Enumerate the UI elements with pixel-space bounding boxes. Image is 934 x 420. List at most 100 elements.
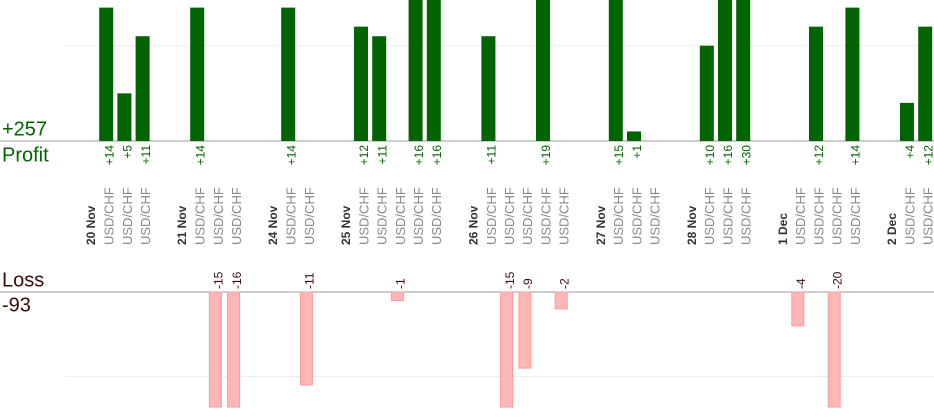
date-label: 27 Nov: [594, 205, 608, 245]
pair-label: USD/CHF: [648, 187, 663, 245]
loss-bar: [208, 291, 222, 408]
date-label: 24 Nov: [266, 205, 280, 245]
pair-label: USD/CHF: [356, 187, 371, 245]
pair-label: USD/CHF: [811, 187, 826, 245]
profit-bar: [135, 36, 150, 142]
profit-bar: [408, 0, 423, 141]
loss-value-label: -2: [557, 278, 571, 289]
pair-label: USD/CHF: [193, 187, 208, 245]
profit-value-label: +14: [193, 145, 207, 166]
profit-bar: [718, 0, 732, 141]
profit-value-label: +14: [284, 145, 298, 166]
pair-label: USD/CHF: [229, 187, 244, 245]
profit-bar: [354, 26, 368, 142]
loss-value-label: -11: [303, 272, 317, 289]
date-label: 1 Dec: [776, 213, 790, 245]
pair-label: USD/CHF: [848, 187, 863, 245]
loss-bar: [500, 291, 514, 408]
pair-label: USD/CHF: [429, 187, 444, 245]
pair-label: USD/CHF: [102, 187, 117, 245]
pair-label: USD/CHF: [702, 187, 717, 245]
profit-bar: [426, 0, 441, 141]
loss-value-label: -9: [521, 278, 535, 289]
loss-bar: [390, 291, 404, 301]
profit-bar: [699, 45, 714, 141]
pair-label: USD/CHF: [484, 187, 499, 245]
pair-label: USD/CHF: [393, 187, 408, 245]
pair-label: USD/CHF: [502, 187, 517, 245]
loss-bar: [227, 291, 241, 408]
profit-bar: [845, 7, 860, 141]
date-label: 20 Nov: [84, 205, 98, 245]
profit-value-label: +16: [430, 145, 444, 166]
pair-label: USD/CHF: [739, 187, 754, 245]
loss-bar: [791, 291, 805, 327]
loss-value-label: -16: [230, 271, 244, 289]
profit-value-label: +1: [630, 145, 644, 159]
pair-label: USD/CHF: [793, 187, 808, 245]
loss-bar: [299, 291, 313, 386]
pair-label: USD/CHF: [302, 187, 317, 245]
date-label: 2 Dec: [885, 213, 899, 245]
loss-label: Loss: [2, 269, 44, 291]
date-label: 21 Nov: [175, 205, 189, 245]
pair-label: USD/CHF: [611, 187, 626, 245]
profit-value-label: +10: [703, 145, 717, 166]
date-label: 25 Nov: [339, 205, 353, 245]
profit-value-label: +15: [612, 145, 626, 166]
profit-bar: [281, 7, 296, 141]
profit-value-label: +12: [812, 145, 826, 166]
profit-total: +257: [2, 118, 47, 140]
profit-value-label: +14: [102, 145, 116, 166]
profit-bar: [481, 36, 496, 142]
loss-bar: [554, 291, 568, 310]
date-label: 28 Nov: [685, 205, 699, 245]
pair-label: USD/CHF: [557, 187, 572, 245]
profit-bar: [99, 7, 114, 141]
loss-value-label: -15: [503, 271, 517, 289]
pair-label: USD/CHF: [921, 187, 934, 245]
loss-value-label: -15: [212, 271, 226, 289]
pair-label: USD/CHF: [120, 187, 135, 245]
profit-value-label: +5: [121, 145, 135, 159]
profit-value-label: +14: [849, 145, 863, 166]
profit-bar: [918, 26, 933, 142]
profit-bar: [809, 26, 823, 142]
profit-bar: [900, 102, 914, 141]
pair-label: USD/CHF: [902, 187, 917, 245]
pair-label: USD/CHF: [284, 187, 299, 245]
profit-value-label: +11: [139, 145, 153, 165]
profit-bar: [117, 93, 132, 141]
pair-label: USD/CHF: [538, 187, 553, 245]
pair-label: USD/CHF: [211, 187, 226, 245]
pair-label: USD/CHF: [830, 187, 845, 245]
loss-total: -93: [2, 294, 31, 316]
profit-bar: [190, 7, 205, 141]
pair-label: USD/CHF: [629, 187, 644, 245]
profit-bar: [372, 36, 387, 142]
profit-bar: [627, 131, 641, 141]
profit-label: Profit: [2, 144, 49, 166]
loss-bar: [827, 291, 841, 408]
profit-bar: [736, 0, 751, 141]
loss-value-label: -4: [794, 278, 808, 289]
profit-value-label: +16: [412, 145, 426, 166]
profit-bar: [608, 0, 623, 141]
pair-label: USD/CHF: [720, 187, 735, 245]
profit-value-label: +4: [903, 145, 917, 159]
profit-bar: [536, 0, 550, 141]
profit-value-label: +11: [485, 145, 499, 165]
profit-value-label: +12: [921, 145, 934, 166]
pair-label: USD/CHF: [138, 187, 153, 245]
profit-value-label: +11: [375, 145, 389, 165]
pair-label: USD/CHF: [520, 187, 535, 245]
profit-value-label: +12: [357, 145, 371, 166]
profit-value-label: +16: [721, 145, 735, 166]
date-label: 26 Nov: [466, 205, 480, 245]
profit-value-label: +19: [539, 145, 553, 166]
profit-value-label: +30: [739, 145, 753, 166]
loss-value-label: -20: [830, 271, 844, 289]
loss-value-label: -1: [394, 278, 408, 289]
pair-label: USD/CHF: [375, 187, 390, 245]
